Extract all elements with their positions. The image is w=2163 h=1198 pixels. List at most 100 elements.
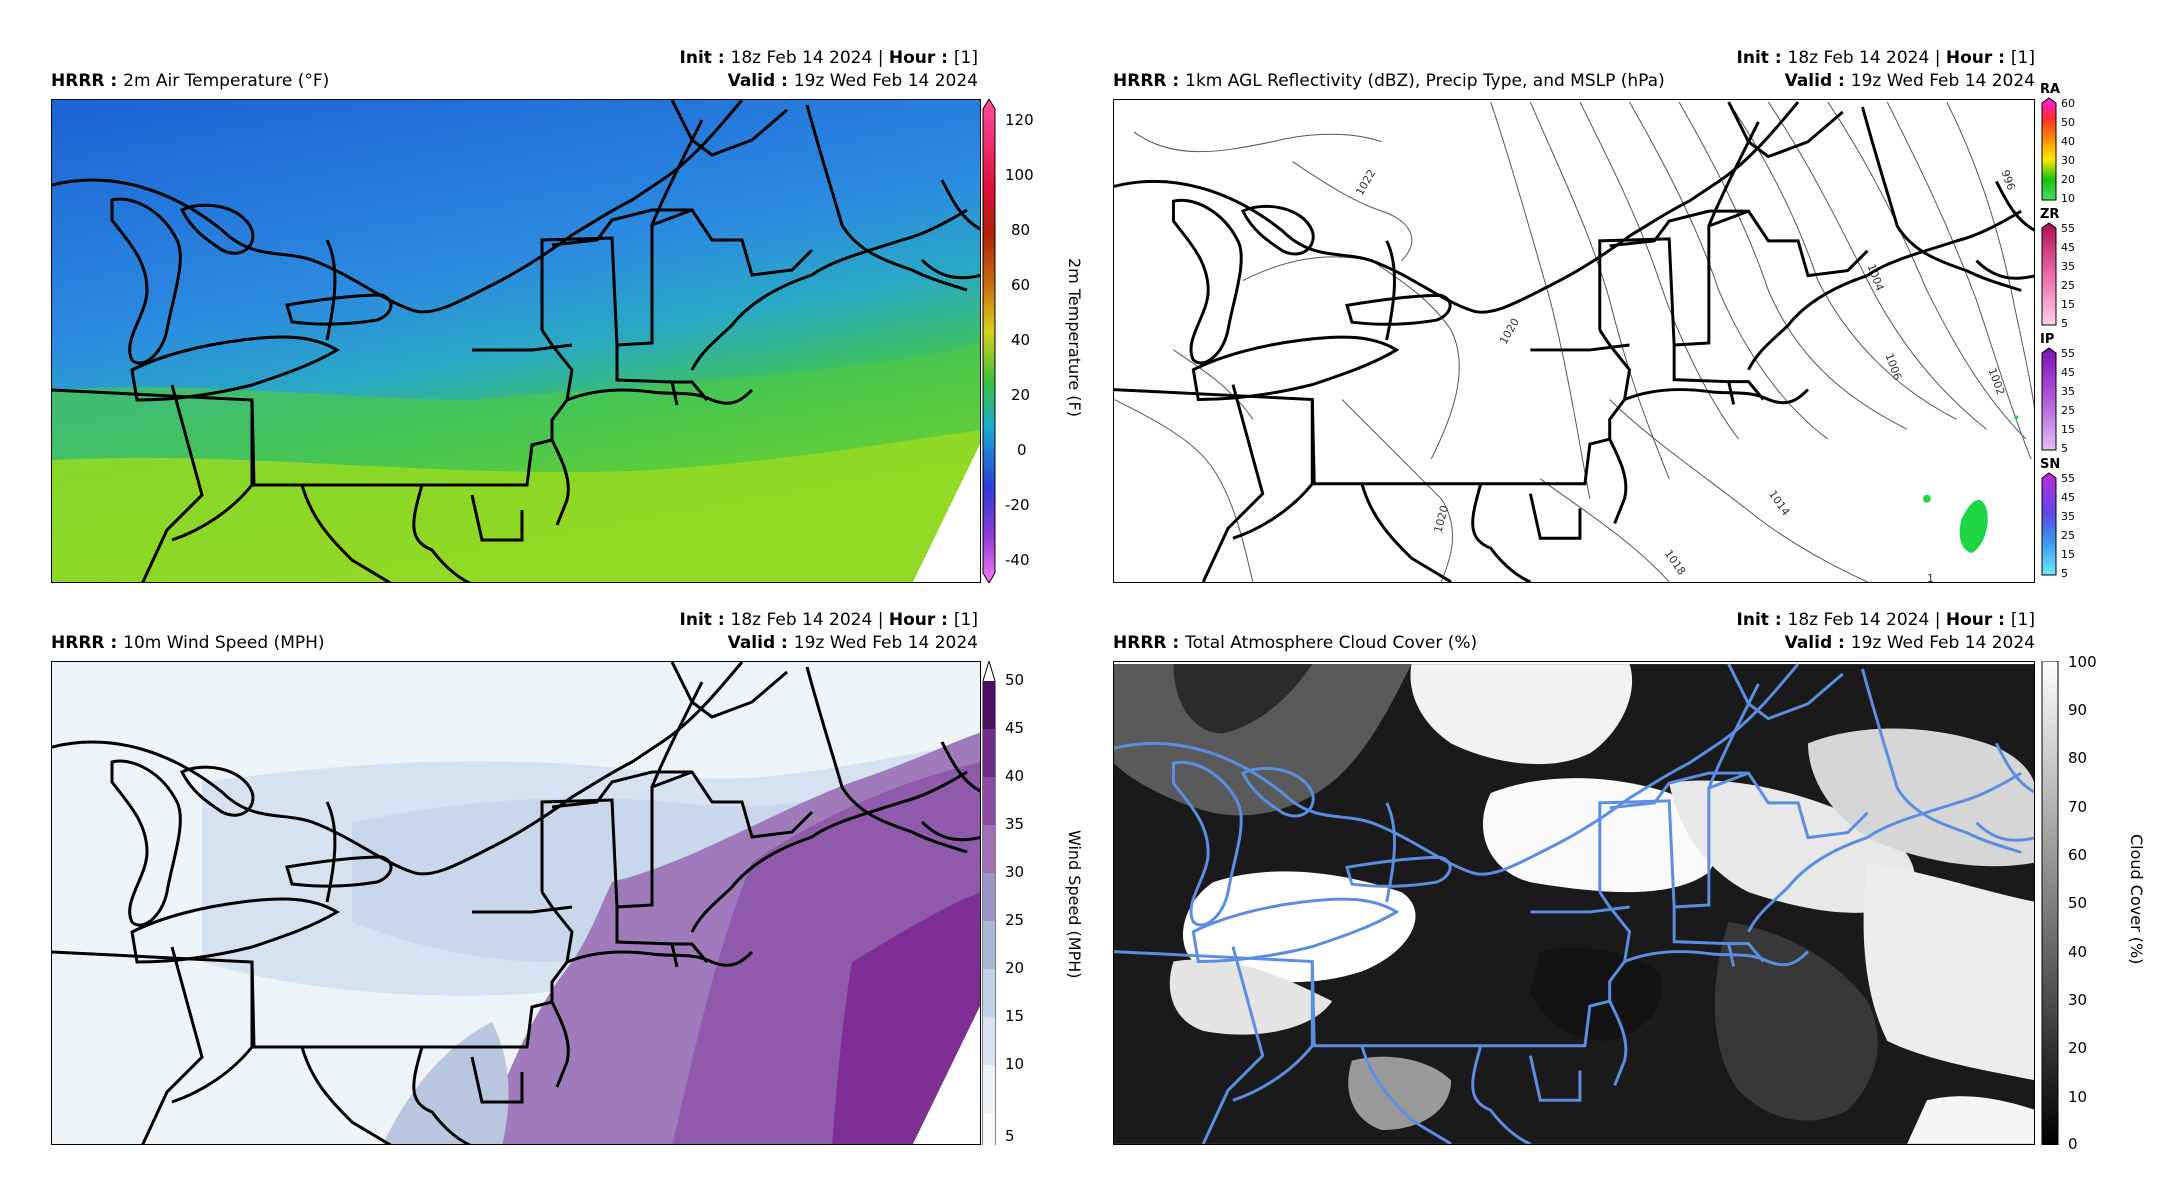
cbar-tick: 60 — [1011, 276, 1031, 294]
cbar-tick: 10 — [1005, 1055, 1025, 1073]
precip-tick: 5 — [2061, 567, 2068, 580]
precip-tick: 35 — [2061, 385, 2075, 398]
panel-title: Total Atmosphere Cloud Cover (%) — [1185, 633, 1478, 653]
cloud-colorbar-label: Cloud Cover (%) — [2127, 834, 2146, 965]
cbar-tick: 15 — [1005, 1007, 1025, 1025]
temperature-colorbar: 120 100 80 60 40 20 0 -20 -40 — [981, 98, 1061, 584]
cbar-tick: 30 — [1005, 863, 1025, 881]
wind-colorbar-label: Wind Speed (MPH) — [1065, 830, 1084, 979]
precip-tick: 45 — [2061, 241, 2075, 254]
cbar-tick: 50 — [1005, 671, 1025, 689]
precip-tick: 5 — [2061, 442, 2068, 455]
init-label: Init — [1736, 610, 1769, 630]
precip-bar-name: RA — [2040, 82, 2061, 97]
cbar-tick: 120 — [1005, 111, 1034, 129]
hour-label: Hour — [1945, 610, 1993, 630]
cbar-tick: 30 — [2068, 991, 2088, 1009]
valid-value: 19z Wed Feb 14 2024 — [793, 633, 978, 653]
wind-colorbar: 50 45 40 35 30 25 20 15 10 5 — [981, 659, 1061, 1146]
cbar-tick: 70 — [2068, 798, 2088, 816]
init-value: 18z Feb 14 2024 — [1787, 610, 1930, 630]
precip-tick: 55 — [2061, 222, 2075, 235]
cbar-tick: -20 — [1005, 496, 1030, 514]
panel-title-line: HRRR : 2m Air Temperature (°F) — [51, 71, 330, 91]
panel-title: 2m Air Temperature (°F) — [123, 71, 330, 91]
hour-label: Hour — [1945, 48, 1993, 68]
precip-tick: 15 — [2061, 548, 2075, 561]
cbar-tick: 0 — [2068, 1135, 2078, 1153]
precip-tick: 15 — [2061, 423, 2075, 436]
cbar-tick: 100 — [1005, 166, 1034, 184]
init-label: Init — [1736, 48, 1769, 68]
hour-value: [1] — [953, 48, 978, 68]
hour-label: Hour — [888, 48, 936, 68]
precip-tick: 5 — [2061, 317, 2068, 330]
hour-value: [1] — [953, 610, 978, 630]
cbar-tick: 0 — [1017, 441, 1027, 459]
precip-tick: 45 — [2061, 491, 2075, 504]
cbar-tick: 20 — [2068, 1039, 2088, 1057]
precip-tick: 55 — [2061, 347, 2075, 360]
cbar-tick: 90 — [2068, 701, 2088, 719]
panel-valid-line: Valid : 19z Wed Feb 14 2024 — [1784, 71, 2035, 91]
cbar-tick: 5 — [1005, 1127, 1015, 1145]
isobar-label: 1 — [1927, 572, 1934, 583]
precip-tick: 25 — [2061, 404, 2075, 417]
model-label: HRRR — [51, 633, 105, 653]
reflectivity-map: 1022 1020 1020 1004 1006 1002 996 1014 1… — [1113, 99, 2035, 583]
cbar-tick: 25 — [1005, 911, 1025, 929]
model-label: HRRR — [51, 71, 105, 91]
precip-tick: 25 — [2061, 279, 2075, 292]
precip-tick: 35 — [2061, 510, 2075, 523]
valid-label: Valid — [1784, 71, 1833, 91]
cbar-tick: 20 — [1011, 386, 1031, 404]
panel-valid-line: Valid : 19z Wed Feb 14 2024 — [727, 71, 978, 91]
cbar-tick: 40 — [2068, 943, 2088, 961]
wind-map — [51, 661, 981, 1145]
temperature-colorbar-label: 2m Temperature (F) — [1065, 258, 1084, 417]
init-value: 18z Feb 14 2024 — [730, 48, 873, 68]
precip-tick: 45 — [2061, 366, 2075, 379]
precip-tick: 60 — [2061, 97, 2075, 110]
init-value: 18z Feb 14 2024 — [1787, 48, 1930, 68]
precip-bar-name: ZR — [2040, 207, 2060, 222]
cbar-tick: 40 — [1011, 331, 1031, 349]
cbar-tick: 100 — [2068, 653, 2097, 671]
panel-title: 10m Wind Speed (MPH) — [123, 633, 325, 653]
cbar-tick: 35 — [1005, 815, 1025, 833]
hour-label: Hour — [888, 610, 936, 630]
hour-value: [1] — [2010, 610, 2035, 630]
panel-init-line: Init : 18z Feb 14 2024 | Hour : [1] — [1736, 48, 2035, 68]
temperature-map — [51, 99, 981, 583]
precip-tick: 30 — [2061, 154, 2075, 167]
init-label: Init — [679, 48, 712, 68]
panel-init-line: Init : 18z Feb 14 2024 | Hour : [1] — [1736, 610, 2035, 630]
cbar-tick: 80 — [2068, 749, 2088, 767]
cbar-tick: -40 — [1005, 551, 1030, 569]
valid-label: Valid — [1784, 633, 1833, 653]
panel-title-line: HRRR : 1km AGL Reflectivity (dBZ), Preci… — [1113, 71, 1665, 91]
panel-init-line: Init : 18z Feb 14 2024 | Hour : [1] — [679, 610, 978, 630]
valid-label: Valid — [727, 633, 776, 653]
valid-label: Valid — [727, 71, 776, 91]
precip-tick: 25 — [2061, 529, 2075, 542]
cbar-tick: 60 — [2068, 846, 2088, 864]
cbar-tick: 80 — [1011, 221, 1031, 239]
panel-title-line: HRRR : Total Atmosphere Cloud Cover (%) — [1113, 633, 1478, 653]
precip-tick: 35 — [2061, 260, 2075, 273]
cbar-tick: 20 — [1005, 959, 1025, 977]
model-label: HRRR — [1113, 633, 1167, 653]
precip-colorbars: RA ZR IP SN 60 50 40 30 20 10 55 45 35 25 15 5 55 45 3… — [2040, 82, 2090, 585]
cbar-tick: 45 — [1005, 719, 1025, 737]
init-label: Init — [679, 610, 712, 630]
cbar-tick: 10 — [2068, 1088, 2088, 1106]
cloud-cover-map — [1113, 661, 2035, 1145]
precip-tick: 10 — [2061, 192, 2075, 205]
panel-init-line: Init : 18z Feb 14 2024 | Hour : [1] — [679, 48, 978, 68]
model-label: HRRR — [1113, 71, 1167, 91]
valid-value: 19z Wed Feb 14 2024 — [1850, 633, 2035, 653]
precip-tick: 50 — [2061, 116, 2075, 129]
panel-valid-line: Valid : 19z Wed Feb 14 2024 — [727, 633, 978, 653]
valid-value: 19z Wed Feb 14 2024 — [793, 71, 978, 91]
panel-valid-line: Valid : 19z Wed Feb 14 2024 — [1784, 633, 2035, 653]
